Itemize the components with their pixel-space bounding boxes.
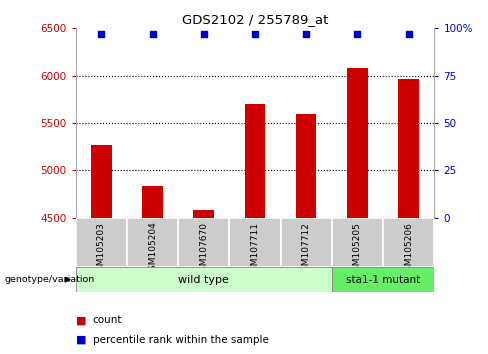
- Bar: [127, 218, 178, 267]
- Point: [149, 31, 157, 37]
- Point: [251, 31, 259, 37]
- Text: ■: ■: [76, 335, 86, 345]
- Bar: [76, 267, 332, 292]
- Text: count: count: [93, 315, 122, 325]
- Text: percentile rank within the sample: percentile rank within the sample: [93, 335, 268, 345]
- Text: GSM105203: GSM105203: [97, 222, 106, 276]
- Text: GSM107712: GSM107712: [302, 222, 311, 276]
- Bar: [281, 218, 332, 267]
- Bar: [76, 218, 127, 267]
- Text: GSM107711: GSM107711: [250, 222, 260, 277]
- Text: ■: ■: [76, 315, 86, 325]
- Bar: [142, 187, 163, 218]
- Bar: [91, 145, 112, 218]
- Point: [354, 31, 362, 37]
- Bar: [178, 218, 229, 267]
- Title: GDS2102 / 255789_at: GDS2102 / 255789_at: [182, 13, 328, 26]
- Bar: [245, 104, 265, 218]
- Text: GSM107670: GSM107670: [199, 222, 208, 277]
- Text: GSM105206: GSM105206: [404, 222, 413, 276]
- Bar: [332, 218, 383, 267]
- Bar: [296, 114, 317, 218]
- Bar: [194, 210, 214, 218]
- Bar: [383, 218, 434, 267]
- Point: [200, 31, 208, 37]
- Text: wild type: wild type: [178, 275, 229, 285]
- Text: GSM105204: GSM105204: [148, 222, 157, 276]
- Text: sta1-1 mutant: sta1-1 mutant: [346, 275, 420, 285]
- Text: genotype/variation: genotype/variation: [5, 275, 95, 284]
- Point: [303, 31, 310, 37]
- Bar: [332, 267, 434, 292]
- Bar: [399, 79, 419, 218]
- Bar: [229, 218, 281, 267]
- Point: [98, 31, 105, 37]
- Bar: [347, 68, 368, 218]
- Point: [405, 31, 413, 37]
- Text: GSM105205: GSM105205: [353, 222, 362, 276]
